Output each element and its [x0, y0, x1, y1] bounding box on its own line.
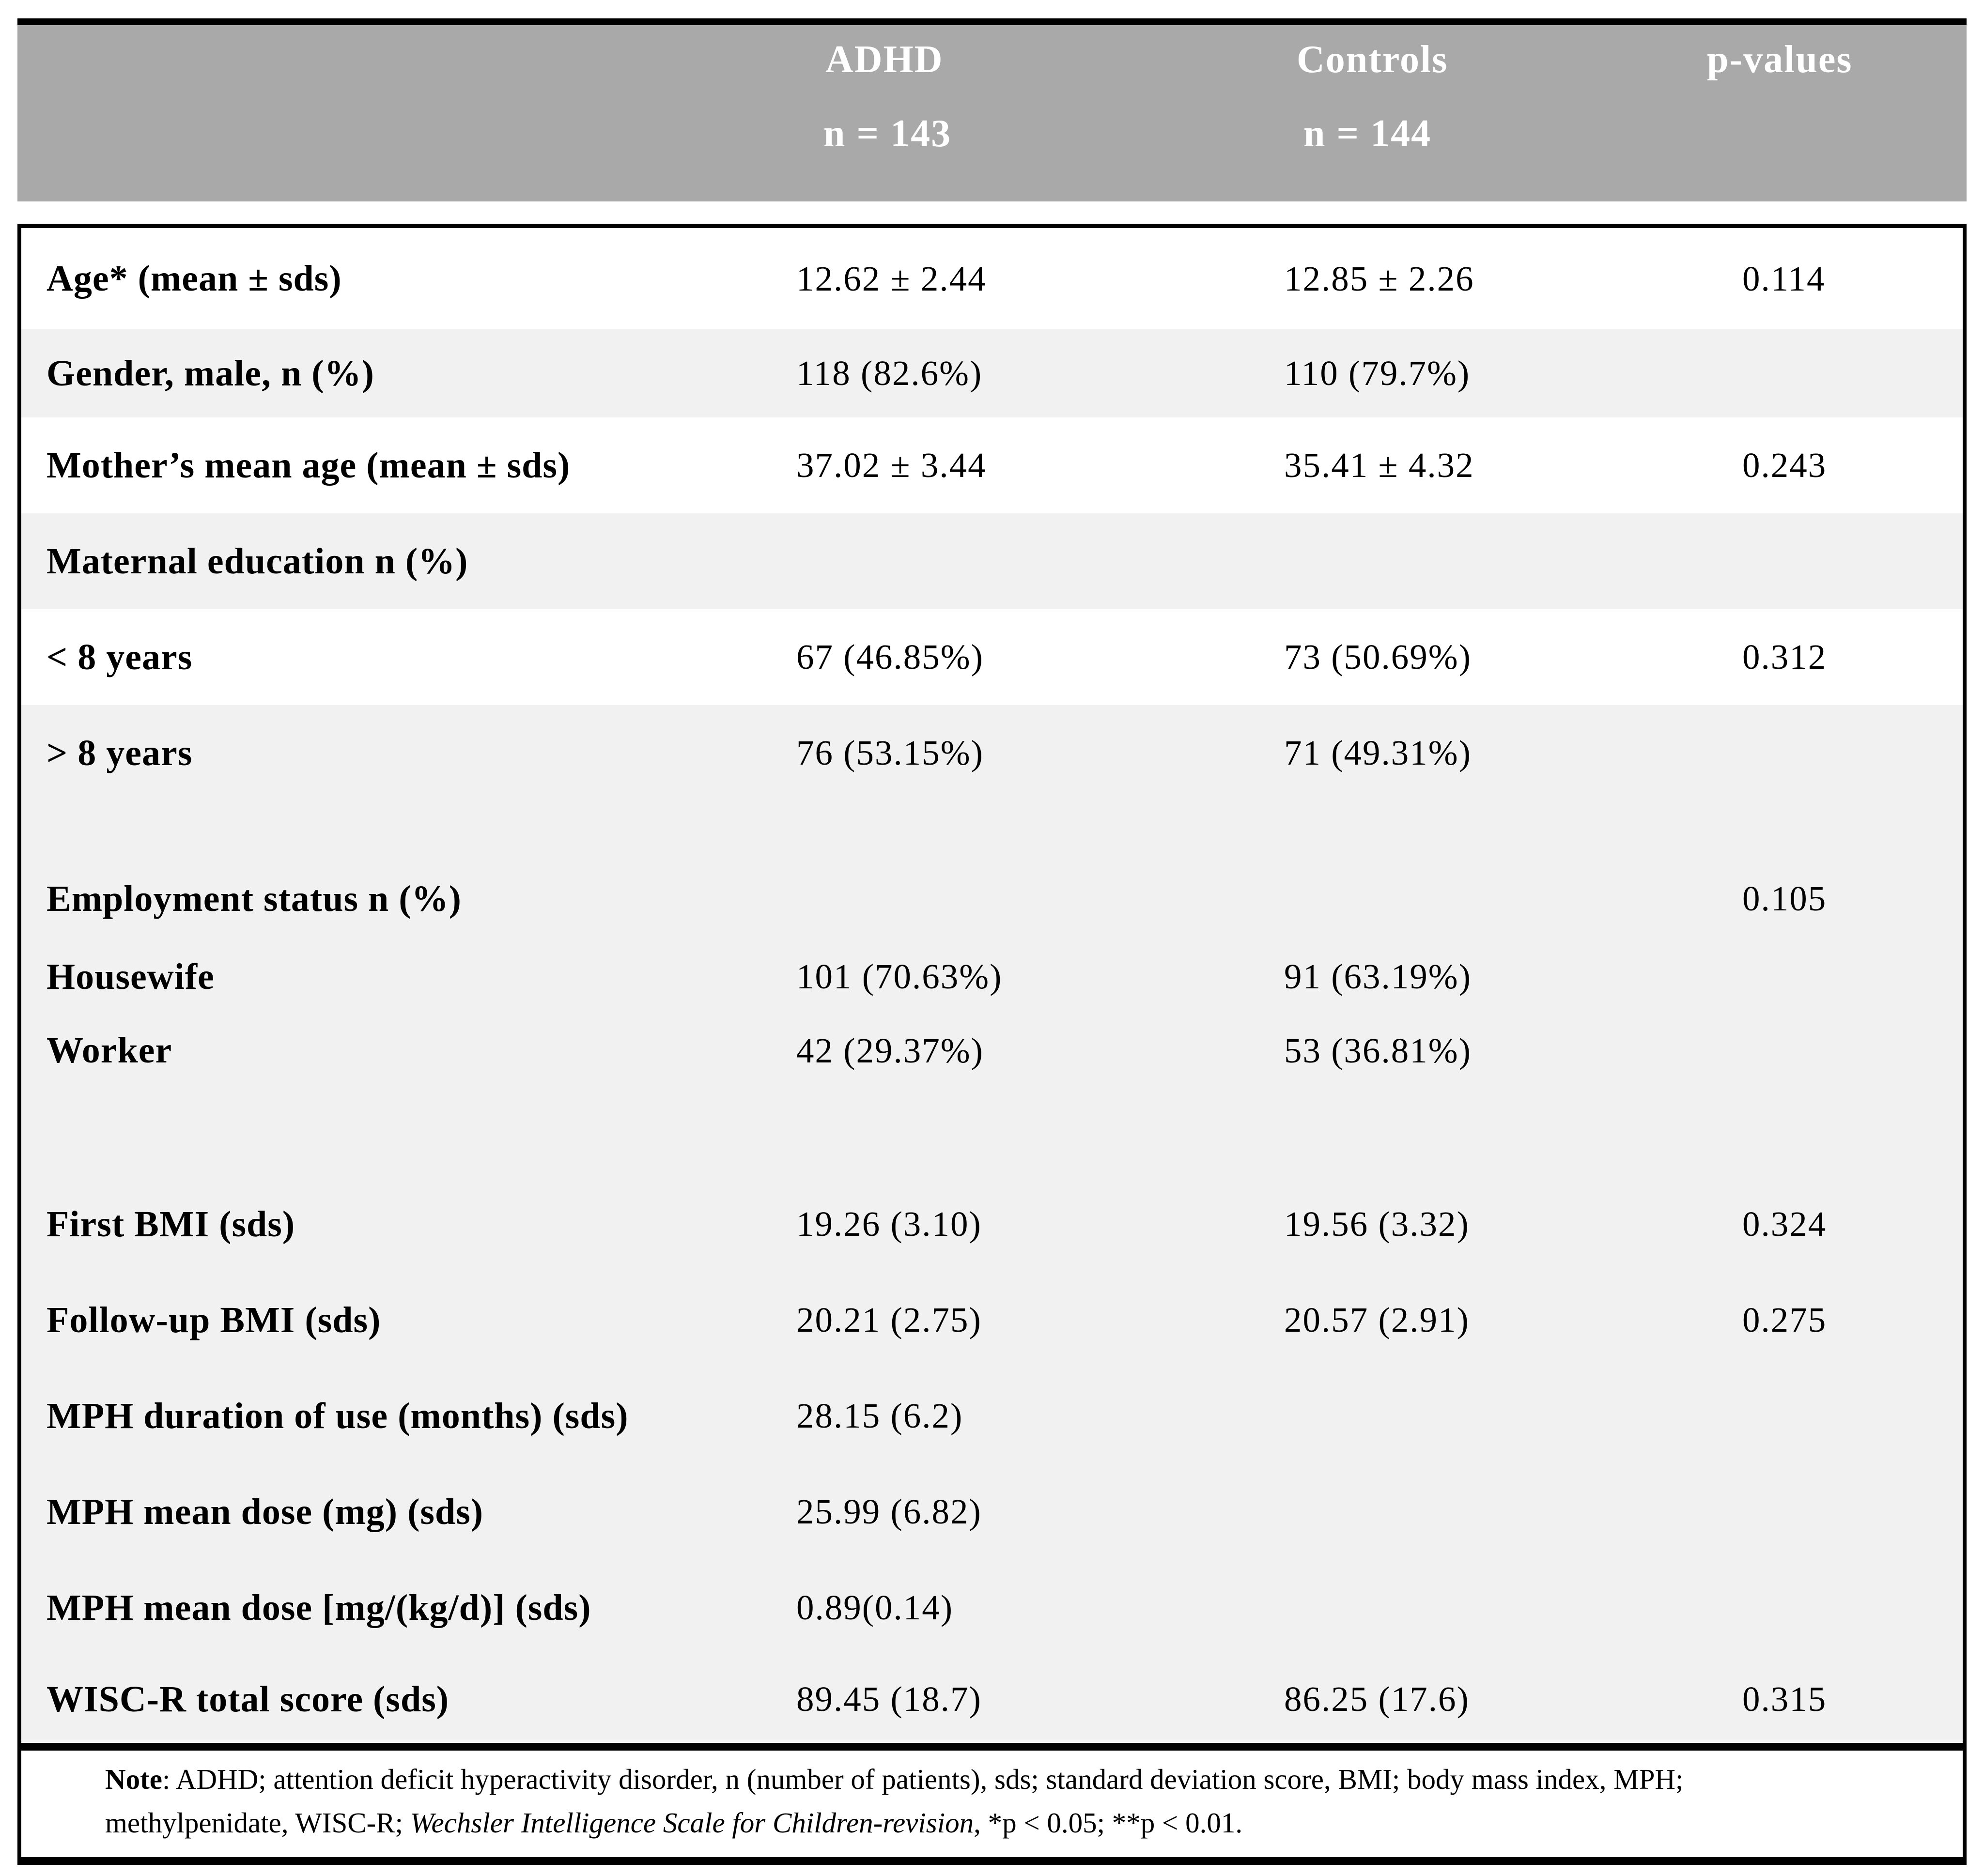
table-body: Age* (mean ± sds) 12.62 ± 2.44 12.85 ± 2… — [17, 224, 1967, 1865]
table-row-over-8-years: > 8 years 76 (53.15%) 71 (49.31%) — [21, 705, 1963, 801]
row-label: WISC-R total score (sds) — [46, 1678, 450, 1720]
row-label: Maternal education n (%) — [46, 540, 468, 582]
table-row-housewife: Housewife 101 (70.63%) 91 (63.19%) — [21, 941, 1963, 1013]
row-label: Worker — [46, 1030, 172, 1071]
header-row-groups: ADHD Controls p-values — [17, 25, 1967, 79]
row-label: Housewife — [46, 956, 215, 997]
footnote-note-label: Note — [105, 1763, 162, 1795]
adhd-value: 0.89(0.14) — [796, 1588, 954, 1627]
controls-value: 53 (36.81%) — [1284, 1030, 1472, 1070]
table-row-maternal-education: Maternal education n (%) — [21, 513, 1963, 609]
table-row-age: Age* (mean ± sds) 12.62 ± 2.44 12.85 ± 2… — [21, 228, 1963, 329]
controls-value: 12.85 ± 2.26 — [1284, 259, 1474, 298]
header-empty-cell — [17, 114, 796, 153]
controls-value: 71 (49.31%) — [1284, 733, 1472, 772]
adhd-value: 76 (53.15%) — [796, 733, 984, 772]
header-controls: Controls — [1297, 38, 1448, 81]
header-adhd: ADHD — [825, 38, 944, 81]
controls-value: 73 (50.69%) — [1284, 637, 1472, 677]
adhd-value: 12.62 ± 2.44 — [796, 259, 987, 298]
row-label: Follow-up BMI (sds) — [46, 1299, 381, 1340]
table-row-gender: Gender, male, n (%) 118 (82.6%) 110 (79.… — [21, 329, 1963, 417]
adhd-value: 19.26 (3.10) — [796, 1204, 982, 1244]
footnote-text: , *p < 0.05; **p < 0.01. — [974, 1807, 1243, 1839]
p-value: 0.243 — [1742, 446, 1827, 485]
adhd-value: 67 (46.85%) — [796, 637, 984, 677]
footnote-line-1: Note: ADHD; attention deficit hyperactiv… — [105, 1757, 1963, 1801]
header-empty-cell — [1739, 114, 1967, 153]
row-label: Mother’s mean age (mean ± sds) — [46, 445, 571, 486]
footnote-line-2: methylpenidate, WISC-R; Wechsler Intelli… — [105, 1801, 1963, 1845]
table-header: ADHD Controls p-values n = 143 n = 144 — [17, 18, 1967, 201]
table-row-worker: Worker 42 (29.37%) 53 (36.81%) — [21, 1013, 1963, 1089]
footnote-italic-title: Wechsler Intelligence Scale for Children… — [410, 1807, 974, 1839]
controls-value: 35.41 ± 4.32 — [1284, 446, 1474, 485]
row-label: MPH mean dose [mg/(kg/d)] (sds) — [46, 1587, 591, 1628]
controls-value: 19.56 (3.32) — [1284, 1204, 1470, 1244]
table-row-under-8-years: < 8 years 67 (46.85%) 73 (50.69%) 0.312 — [21, 609, 1963, 705]
p-value: 0.105 — [1742, 879, 1827, 918]
adhd-value: 42 (29.37%) — [796, 1030, 984, 1070]
p-value: 0.312 — [1742, 637, 1827, 677]
header-controls-count: n = 144 — [1303, 112, 1432, 155]
table-row-followup-bmi: Follow-up BMI (sds) 20.21 (2.75) 20.57 (… — [21, 1272, 1963, 1368]
controls-value: 86.25 (17.6) — [1284, 1679, 1470, 1719]
controls-value: 20.57 (2.91) — [1284, 1300, 1470, 1339]
adhd-value: 25.99 (6.82) — [796, 1492, 982, 1531]
controls-value: 110 (79.7%) — [1284, 354, 1471, 393]
row-label: Gender, male, n (%) — [46, 353, 374, 394]
header-empty-cell — [17, 40, 796, 79]
note-divider-rule — [21, 1743, 1963, 1751]
table-row-first-bmi: First BMI (sds) 19.26 (3.10) 19.56 (3.32… — [21, 1176, 1963, 1272]
header-pvalues: p-values — [1707, 38, 1853, 81]
header-adhd-count: n = 143 — [823, 112, 952, 155]
header-row-counts: n = 143 n = 144 — [17, 114, 1967, 153]
controls-value: 91 (63.19%) — [1284, 957, 1472, 996]
adhd-value: 37.02 ± 3.44 — [796, 446, 987, 485]
table-row-wisc-r: WISC-R total score (sds) 89.45 (18.7) 86… — [21, 1656, 1963, 1743]
footnote-text: methylpenidate, WISC-R; — [105, 1807, 410, 1839]
adhd-value: 28.15 (6.2) — [796, 1396, 963, 1435]
table-row-employment-status: Employment status n (%) 0.105 — [21, 857, 1963, 941]
row-label: First BMI (sds) — [46, 1203, 295, 1245]
demographics-table: ADHD Controls p-values n = 143 n = 144 A… — [17, 18, 1967, 1865]
row-label: Employment status n (%) — [46, 878, 462, 919]
p-value: 0.324 — [1742, 1204, 1827, 1244]
row-label: Age* (mean ± sds) — [46, 258, 342, 299]
adhd-value: 20.21 (2.75) — [796, 1300, 982, 1339]
spacer-row — [21, 801, 1963, 857]
table-footnote: Note: ADHD; attention deficit hyperactiv… — [21, 1751, 1963, 1857]
footnote-text: : ADHD; attention deficit hyperactivity … — [162, 1763, 1684, 1795]
row-label: < 8 years — [46, 636, 193, 677]
table-row-mph-dose-mg: MPH mean dose (mg) (sds) 25.99 (6.82) — [21, 1464, 1963, 1560]
spacer-row — [21, 1089, 1963, 1176]
p-value: 0.315 — [1742, 1679, 1827, 1719]
row-label: > 8 years — [46, 732, 193, 773]
adhd-value: 118 (82.6%) — [796, 354, 983, 393]
row-label: MPH duration of use (months) (sds) — [46, 1395, 629, 1436]
adhd-value: 89.45 (18.7) — [796, 1679, 982, 1719]
table-row-mother-age: Mother’s mean age (mean ± sds) 37.02 ± 3… — [21, 417, 1963, 513]
table-row-mph-dose-mgkg: MPH mean dose [mg/(kg/d)] (sds) 0.89(0.1… — [21, 1560, 1963, 1656]
p-value: 0.114 — [1742, 259, 1826, 298]
adhd-value: 101 (70.63%) — [796, 957, 1003, 996]
p-value: 0.275 — [1742, 1300, 1827, 1339]
row-label: MPH mean dose (mg) (sds) — [46, 1491, 484, 1532]
header-body-gap — [17, 201, 1967, 224]
table-row-mph-duration: MPH duration of use (months) (sds) 28.15… — [21, 1368, 1963, 1464]
